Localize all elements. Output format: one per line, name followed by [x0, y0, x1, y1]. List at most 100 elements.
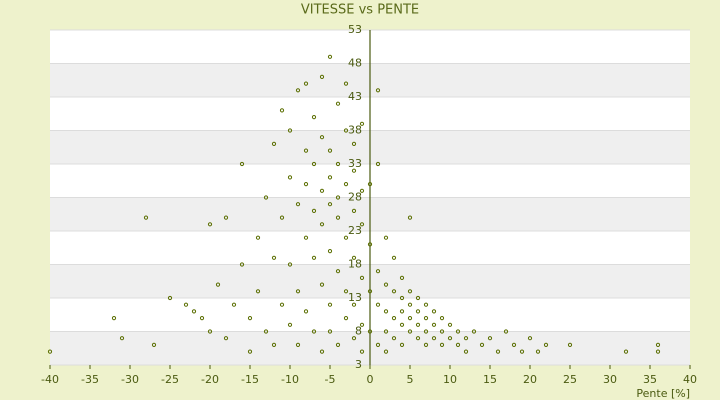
point [287, 128, 293, 133]
point [223, 336, 229, 341]
point [383, 282, 389, 287]
point [303, 182, 309, 187]
point [415, 322, 421, 327]
y-tick-label: 33 [348, 157, 362, 170]
point [207, 222, 213, 227]
point [375, 269, 381, 274]
x-tick-label: 5 [407, 373, 414, 386]
point [351, 302, 357, 307]
point [303, 235, 309, 240]
x-tick-label: 0 [367, 373, 374, 386]
point [391, 316, 397, 321]
point [263, 195, 269, 200]
point [343, 289, 349, 294]
point [447, 336, 453, 341]
point [359, 322, 365, 327]
point [439, 316, 445, 321]
x-tick-label: 35 [643, 373, 657, 386]
point [343, 316, 349, 321]
point [295, 202, 301, 207]
point [359, 275, 365, 280]
point [319, 349, 325, 354]
point [119, 336, 125, 341]
point [319, 135, 325, 140]
point [327, 202, 333, 207]
point [295, 88, 301, 93]
x-tick-label: -10 [281, 373, 299, 386]
point [367, 289, 373, 294]
point [391, 289, 397, 294]
point [287, 175, 293, 180]
point [455, 342, 461, 347]
point [511, 342, 517, 347]
point [111, 316, 117, 321]
point [327, 54, 333, 59]
y-tick-label: 38 [348, 124, 362, 137]
point [407, 316, 413, 321]
y-tick-label: 18 [348, 258, 362, 271]
point [399, 295, 405, 301]
point [295, 342, 301, 347]
point [359, 188, 365, 193]
point [383, 309, 389, 314]
x-tick-label: 10 [443, 373, 457, 386]
point [463, 349, 469, 354]
point [383, 349, 389, 354]
y-tick-label: 13 [348, 291, 362, 304]
y-tick-label: 28 [348, 191, 362, 204]
point [343, 235, 349, 240]
point [215, 282, 221, 287]
point [303, 309, 309, 314]
point [303, 148, 309, 153]
point [311, 161, 317, 167]
point [311, 208, 317, 213]
x-tick-label: 40 [683, 373, 697, 386]
point [407, 289, 413, 294]
point [279, 215, 285, 220]
point [359, 121, 365, 126]
point [143, 215, 149, 220]
point [343, 81, 349, 86]
point [471, 329, 477, 334]
point [423, 329, 429, 334]
point [287, 262, 293, 267]
point [535, 349, 541, 354]
y-tick-label: 43 [348, 90, 362, 103]
point [199, 316, 205, 321]
x-tick-label: -20 [201, 373, 219, 386]
point [415, 295, 421, 301]
point [335, 342, 341, 347]
point [319, 188, 325, 193]
point [351, 336, 357, 341]
point [239, 262, 245, 267]
point [287, 322, 293, 327]
y-tick-label: 3 [355, 358, 362, 371]
point [359, 349, 365, 354]
point [367, 329, 373, 334]
x-axis-label: Pente [%] [636, 387, 690, 400]
point [335, 215, 341, 220]
point [231, 302, 237, 307]
point [343, 128, 349, 133]
point [399, 342, 405, 347]
x-tick-label: -35 [81, 373, 99, 386]
point [487, 336, 493, 341]
x-tick-label: 30 [603, 373, 617, 386]
point [519, 349, 525, 354]
point [455, 329, 461, 334]
point [391, 255, 397, 260]
point [47, 349, 53, 354]
point [431, 309, 437, 314]
y-tick-label: 53 [348, 23, 362, 36]
point [263, 329, 269, 334]
point [655, 342, 661, 347]
x-tick-label: -15 [241, 373, 259, 386]
point [335, 195, 341, 200]
point [279, 302, 285, 307]
x-tick-label: -25 [161, 373, 179, 386]
point [391, 336, 397, 341]
point [167, 295, 173, 301]
point [423, 342, 429, 347]
